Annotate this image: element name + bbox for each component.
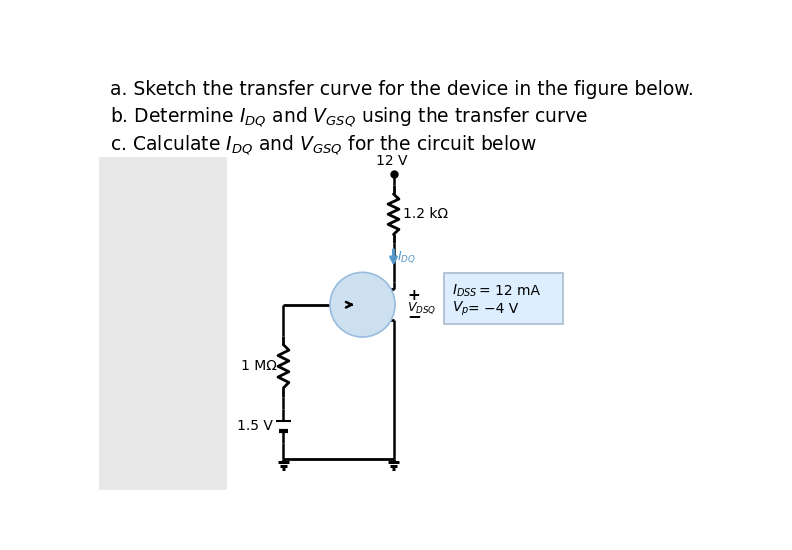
Text: 1.5 V: 1.5 V <box>237 419 272 433</box>
Text: −: − <box>407 307 421 325</box>
Text: = −4 V: = −4 V <box>468 302 518 316</box>
Text: 1.2 kΩ: 1.2 kΩ <box>403 207 448 221</box>
Text: $I_{DQ}$: $I_{DQ}$ <box>398 249 417 265</box>
Text: $V_{DSQ}$: $V_{DSQ}$ <box>407 301 437 316</box>
Circle shape <box>330 272 395 337</box>
FancyBboxPatch shape <box>99 157 227 490</box>
Text: $I_{DSS}$: $I_{DSS}$ <box>452 283 478 299</box>
Text: 1 MΩ: 1 MΩ <box>242 359 277 373</box>
Text: a. Sketch the transfer curve for the device in the figure below.: a. Sketch the transfer curve for the dev… <box>110 80 694 99</box>
Text: = 12 mA: = 12 mA <box>478 284 540 298</box>
Text: b. Determine $I_{DQ}$ and $V_{GSQ}$ using the transfer curve: b. Determine $I_{DQ}$ and $V_{GSQ}$ usin… <box>110 106 588 129</box>
Text: 12 V: 12 V <box>376 153 408 168</box>
FancyBboxPatch shape <box>444 273 563 324</box>
Text: $V_p$: $V_p$ <box>452 300 470 318</box>
Text: +: + <box>407 288 421 303</box>
Text: c. Calculate $I_{DQ}$ and $V_{GSQ}$ for the circuit below: c. Calculate $I_{DQ}$ and $V_{GSQ}$ for … <box>110 134 536 157</box>
